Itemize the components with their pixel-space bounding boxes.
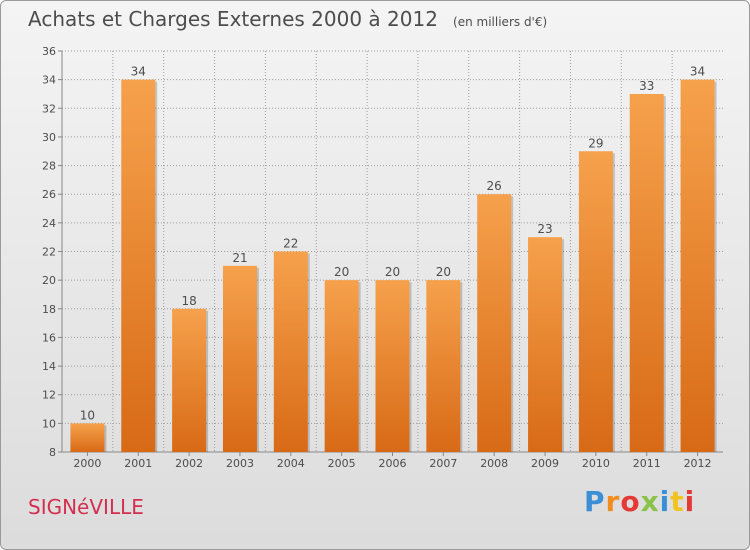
data-label: 10 <box>80 408 95 422</box>
axes: 8 10 12 14 16 18 20 22 24 26 28 30 32 34 36 2000 2001 200… <box>42 45 723 470</box>
y-tick-label: 30 <box>42 131 56 144</box>
bar <box>528 237 563 452</box>
x-tick-label: 2007 <box>429 457 457 470</box>
y-tick-label: 32 <box>42 102 56 115</box>
x-tick-label: 2000 <box>73 457 101 470</box>
bar <box>70 423 105 452</box>
data-label: 18 <box>181 294 196 308</box>
y-tick-label: 34 <box>42 74 56 87</box>
x-tick-label: 2002 <box>175 457 203 470</box>
y-tick-label: 12 <box>42 389 56 402</box>
x-tick-label: 2001 <box>124 457 152 470</box>
bar <box>578 151 613 452</box>
data-label: 29 <box>588 136 603 150</box>
data-label: 20 <box>436 265 451 279</box>
y-tick-label: 28 <box>42 160 56 173</box>
logo-letter: r <box>605 485 621 518</box>
data-label: 20 <box>385 265 400 279</box>
chart-title: Achats et Charges Externes 2000 à 2012 <box>28 7 438 31</box>
y-tick-label: 10 <box>42 417 56 430</box>
y-tick-label: 26 <box>42 188 56 201</box>
x-tick-label: 2008 <box>480 457 508 470</box>
bar <box>629 93 664 452</box>
bars <box>70 79 717 453</box>
bar <box>324 280 359 452</box>
y-tick-label: 14 <box>42 360 56 373</box>
bar <box>172 308 207 452</box>
x-tick-label: 2009 <box>531 457 559 470</box>
data-label: 34 <box>690 65 705 79</box>
data-label: 26 <box>487 179 502 193</box>
y-tick-label: 36 <box>42 45 56 58</box>
chart-title-block: Achats et Charges Externes 2000 à 2012 (… <box>28 7 547 31</box>
chart-unit: (en milliers d'€) <box>453 15 548 29</box>
x-tick-label: 2004 <box>277 457 305 470</box>
proxiti-logo: Proxiti <box>584 485 695 518</box>
y-tick-label: 20 <box>42 274 56 287</box>
city-name: SIGNéVILLE <box>28 495 144 519</box>
data-label: 23 <box>537 222 552 236</box>
y-tick-label: 16 <box>42 331 56 344</box>
x-tick-label: 2010 <box>582 457 610 470</box>
x-tick-label: 2003 <box>226 457 254 470</box>
data-label: 21 <box>232 251 247 265</box>
logo-letter: i <box>659 485 671 518</box>
data-label: 33 <box>639 79 654 93</box>
y-tick-label: 18 <box>42 303 56 316</box>
y-tick-label: 24 <box>42 217 56 230</box>
logo-letter: P <box>584 485 606 518</box>
bar <box>222 265 257 452</box>
x-tick-label: 2005 <box>328 457 356 470</box>
logo-letter: i <box>684 485 696 518</box>
bar <box>426 280 461 452</box>
bar <box>273 251 308 452</box>
y-tick-label: 8 <box>49 446 56 459</box>
x-tick-label: 2012 <box>684 457 712 470</box>
y-tick-label: 22 <box>42 246 56 259</box>
data-label: 34 <box>131 65 146 79</box>
bar <box>375 280 410 452</box>
bar <box>680 79 715 453</box>
bar <box>121 79 156 453</box>
data-label: 22 <box>283 237 298 251</box>
x-tick-label: 2011 <box>633 457 661 470</box>
x-tick-label: 2006 <box>379 457 407 470</box>
logo-letter: o <box>620 485 641 518</box>
data-label: 20 <box>334 265 349 279</box>
bar <box>477 194 512 452</box>
logo-letter: x <box>640 485 660 518</box>
data-labels: 10 34 18 21 22 20 20 20 26 23 29 33 34 <box>80 65 705 423</box>
logo-letter: t <box>670 485 685 518</box>
